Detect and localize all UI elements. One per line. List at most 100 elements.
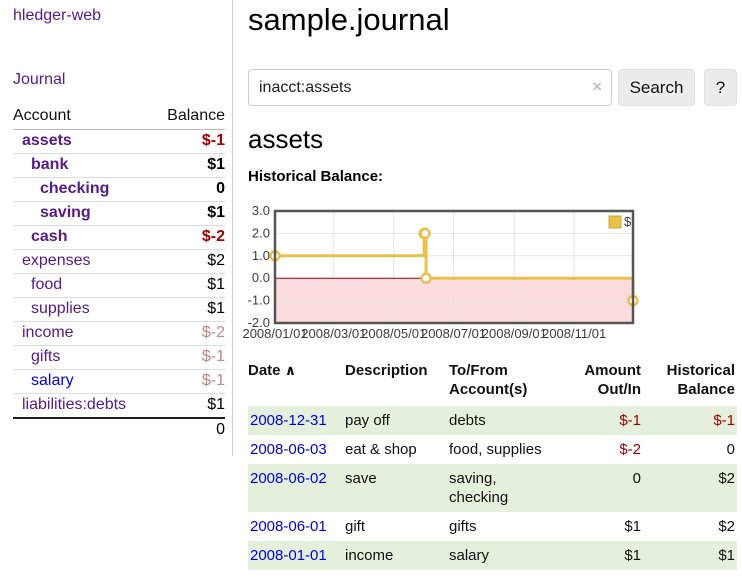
register-header-description: Description: [345, 362, 428, 379]
account-balance: $1: [153, 153, 225, 178]
x-tick-label: 2008/01/01: [242, 326, 307, 341]
transaction-date-link[interactable]: 2008-06-03: [250, 441, 327, 458]
account-row: expenses $2: [13, 249, 225, 274]
transaction-row: 2008-01-01 income salary $1 $1: [248, 541, 737, 570]
register-table: Date ∧ Description To/From Account(s) Amo…: [248, 357, 737, 570]
account-link[interactable]: salary: [13, 369, 154, 394]
transaction-description: eat & shop: [345, 441, 417, 458]
account-heading: assets: [248, 124, 324, 154]
search-button[interactable]: Search: [618, 69, 695, 106]
y-tick-label: 2.0: [252, 225, 270, 240]
account-balance: $2: [153, 249, 225, 274]
transaction-description: save: [345, 464, 449, 512]
main-content: sample.journal × Search ? assets Histori…: [242, 0, 742, 582]
x-tick-label: 2008/09/01: [482, 326, 547, 341]
transaction-row: 2008-06-03 eat & shop food, supplies $-2…: [248, 435, 737, 464]
account-link[interactable]: saving: [13, 201, 154, 226]
transaction-amount: 0: [555, 464, 643, 512]
account-link[interactable]: income: [13, 321, 154, 346]
account-row: bank $1: [13, 153, 225, 178]
y-tick-label: -1.0: [248, 293, 270, 308]
transaction-balance: $2: [718, 518, 735, 535]
transaction-description: gift: [345, 518, 366, 535]
accounts-table-body: assets $-1 bank $1 checking 0 saving $1 …: [13, 129, 225, 419]
accounts-total-spacer: [13, 417, 154, 442]
account-balance: $-2: [153, 321, 225, 346]
account-link[interactable]: cash: [13, 225, 154, 250]
account-row: gifts $-1: [13, 345, 225, 370]
x-tick-label: 2008/03/01: [301, 326, 366, 341]
register-header-account: To/From Account(s): [449, 362, 528, 398]
page-title: sample.journal: [248, 2, 450, 37]
account-row: income $-2: [13, 321, 225, 346]
transaction-balance: 0: [726, 441, 735, 458]
transaction-amount: $1: [555, 541, 643, 570]
transaction-accounts: food, supplies: [449, 441, 542, 458]
transaction-date-link[interactable]: 2008-12-31: [250, 412, 327, 429]
account-link[interactable]: gifts: [13, 345, 154, 370]
account-balance: $1: [153, 201, 225, 226]
search-input[interactable]: [248, 69, 612, 106]
account-balance: $-1: [153, 129, 225, 154]
data-point-marker: [419, 227, 431, 240]
transaction-accounts: salary: [449, 541, 555, 570]
search-row: × Search ?: [248, 69, 742, 106]
account-row: checking 0: [13, 177, 225, 202]
app-title-link[interactable]: hledger-web: [13, 7, 102, 24]
account-link[interactable]: checking: [13, 177, 154, 202]
account-link[interactable]: expenses: [13, 249, 154, 274]
transaction-balance: $-1: [643, 406, 737, 435]
sort-ascending-icon: ∧: [284, 362, 297, 378]
accounts-total-row: 0: [13, 417, 225, 442]
account-balance: $-1: [153, 345, 225, 370]
account-balance: $-1: [153, 369, 225, 394]
account-row: food $1: [13, 273, 225, 298]
account-link[interactable]: food: [13, 273, 154, 298]
accounts-header-account: Account: [13, 104, 154, 130]
y-tick-label: 1.0: [252, 248, 270, 263]
transaction-balance: $2: [643, 464, 737, 512]
account-row: liabilities:debts $1: [13, 393, 225, 419]
transaction-row: 2008-06-02 save saving, checking 0 $2: [248, 464, 737, 512]
transaction-date-link[interactable]: 2008-01-01: [250, 547, 327, 564]
help-button[interactable]: ?: [704, 69, 737, 106]
transaction-description: pay off: [345, 406, 449, 435]
sidebar: hledger-web Journal Account Balance asse…: [0, 0, 233, 456]
account-link[interactable]: supplies: [13, 297, 154, 322]
accounts-total-value: 0: [153, 417, 225, 442]
account-link[interactable]: bank: [13, 153, 154, 178]
transaction-accounts: gifts: [449, 518, 477, 535]
accounts-header-row: Account Balance: [13, 104, 225, 130]
accounts-table: Account Balance assets $-1 bank $1 check…: [13, 104, 225, 442]
account-row: assets $-1: [13, 129, 225, 154]
transaction-description: income: [345, 541, 449, 570]
sidebar-item-journal[interactable]: Journal: [13, 71, 66, 88]
transaction-balance: $1: [643, 541, 737, 570]
transaction-row: 2008-12-31 pay off debts $-1 $-1: [248, 406, 737, 435]
transaction-amount: $-2: [619, 441, 641, 458]
accounts-header-balance: Balance: [153, 104, 225, 130]
register-table-body: 2008-12-31 pay off debts $-1 $-1 2008-06…: [248, 406, 737, 570]
transaction-date-link[interactable]: 2008-06-02: [250, 470, 327, 487]
register-header-amount: Amount Out/In: [584, 362, 641, 398]
clear-search-icon[interactable]: ×: [592, 77, 602, 96]
y-tick-label: 0.0: [252, 270, 270, 285]
transaction-date-link[interactable]: 2008-06-01: [250, 518, 327, 535]
account-link[interactable]: assets: [13, 129, 154, 154]
account-balance: $1: [153, 393, 225, 419]
x-tick-label: 2008/05/01: [361, 326, 426, 341]
account-balance: $1: [153, 297, 225, 322]
y-tick-label: 3.0: [252, 203, 270, 218]
transaction-accounts: saving, checking: [449, 464, 555, 512]
chart-title: Historical Balance:: [248, 168, 384, 185]
transaction-accounts: debts: [449, 406, 555, 435]
transaction-row: 2008-06-01 gift gifts $1 $2: [248, 512, 737, 541]
account-link[interactable]: liabilities:debts: [13, 393, 154, 419]
legend-swatch: [608, 215, 622, 229]
register-header-date[interactable]: Date ∧: [248, 362, 297, 379]
account-row: salary $-1: [13, 369, 225, 394]
account-balance: $-2: [153, 225, 225, 250]
register-header-row: Date ∧ Description To/From Account(s) Amo…: [248, 357, 737, 406]
account-balance: 0: [153, 177, 225, 202]
account-row: supplies $1: [13, 297, 225, 322]
